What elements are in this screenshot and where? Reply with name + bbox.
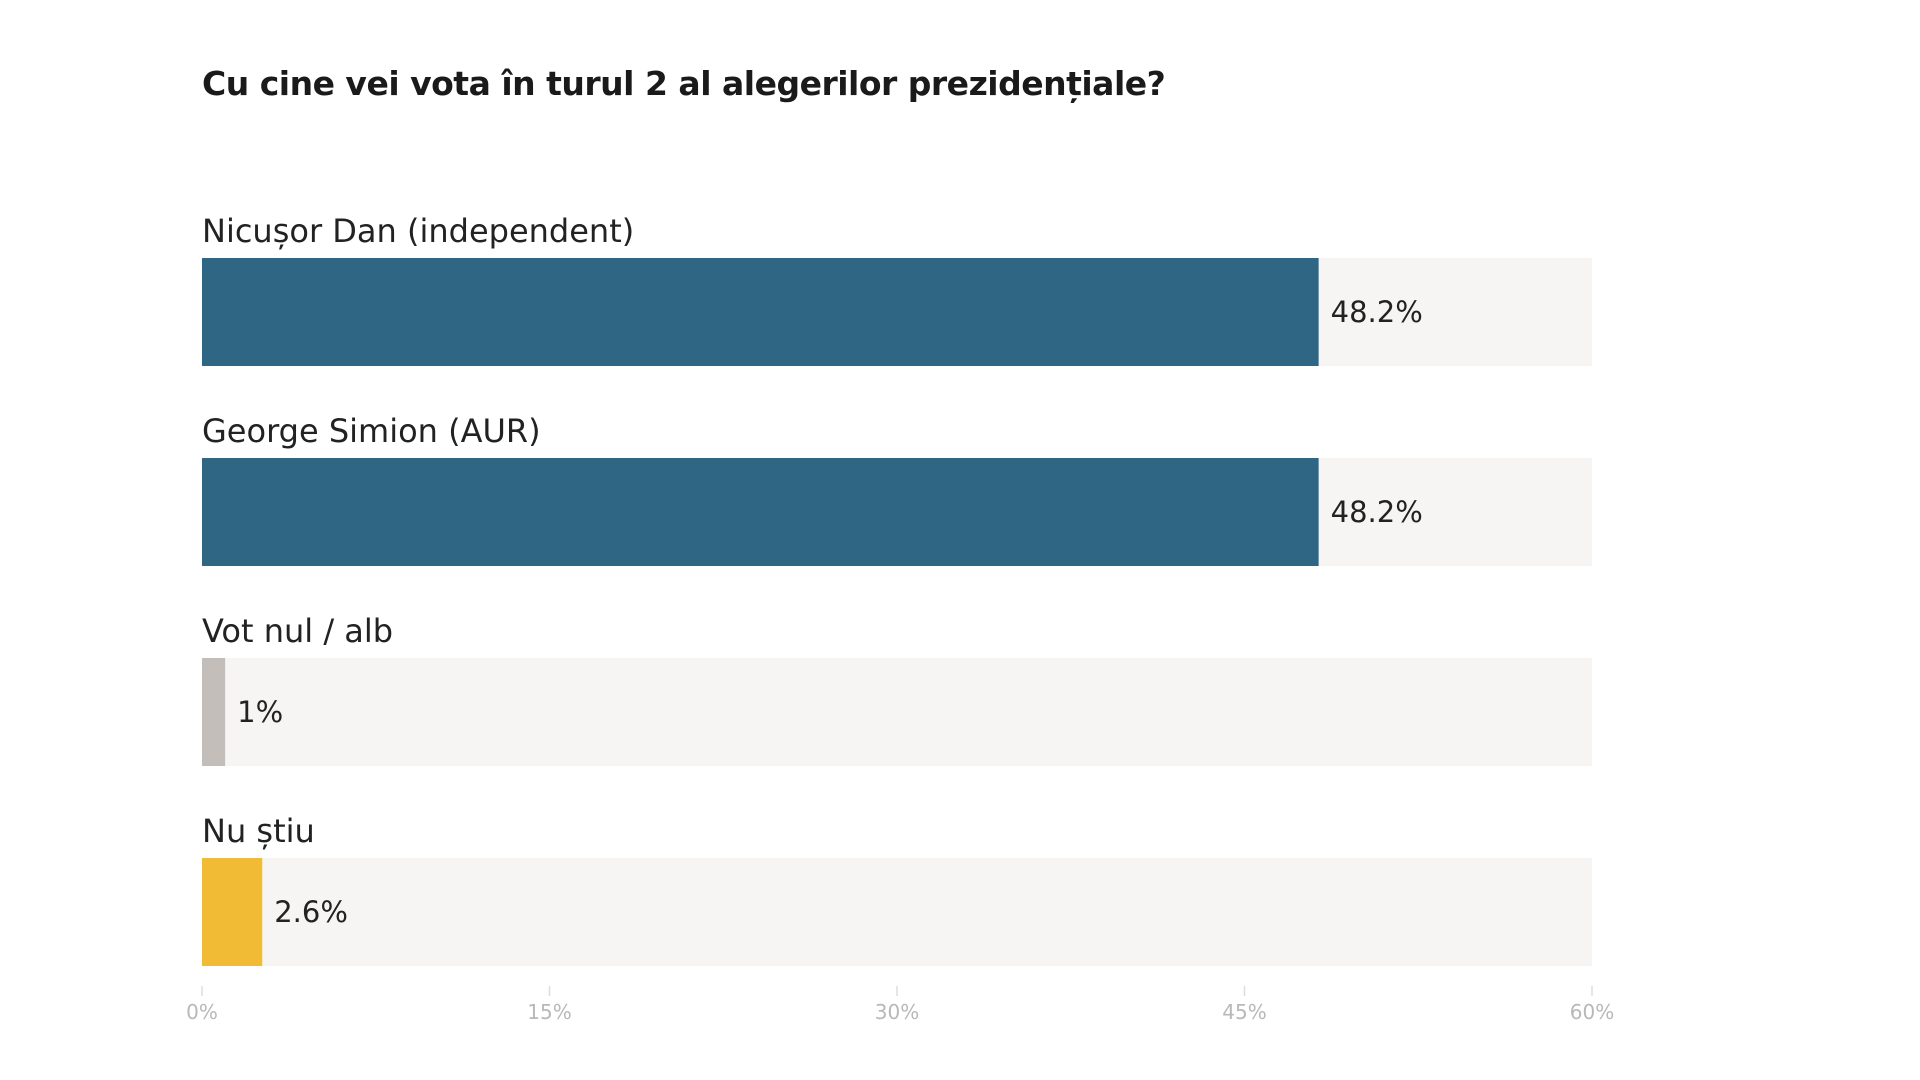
chart-title: Cu cine vei vota în turul 2 al alegerilo… [202, 64, 1166, 103]
value-label: 1% [237, 695, 283, 729]
bar-track [202, 858, 1592, 966]
bar [202, 658, 226, 766]
x-tick-label: 15% [527, 1000, 571, 1024]
value-label: 48.2% [1331, 295, 1423, 329]
x-tick-label: 45% [1222, 1000, 1266, 1024]
bar-track [202, 658, 1592, 766]
x-tick-label: 30% [875, 1000, 919, 1024]
bar-row: George Simion (AUR) 48.2% [202, 412, 1592, 566]
x-tick-label: 0% [186, 1000, 218, 1024]
bar-row: Nicușor Dan (independent) 48.2% [202, 212, 1592, 366]
value-label: 48.2% [1331, 495, 1423, 529]
value-label: 2.6% [274, 895, 348, 929]
bar-row: Vot nul / alb 1% [202, 612, 1592, 766]
category-label: Nicușor Dan (independent) [202, 212, 634, 250]
bar [202, 258, 1319, 366]
x-axis: 0% 15% 30% 45% 60% [186, 986, 1614, 1024]
bar [202, 858, 263, 966]
bar-row: Nu știu 2.6% [202, 812, 1592, 966]
bar [202, 458, 1319, 566]
category-label: Vot nul / alb [202, 612, 393, 650]
x-tick-label: 60% [1570, 1000, 1614, 1024]
category-label: George Simion (AUR) [202, 412, 541, 450]
category-label: Nu știu [202, 812, 315, 850]
